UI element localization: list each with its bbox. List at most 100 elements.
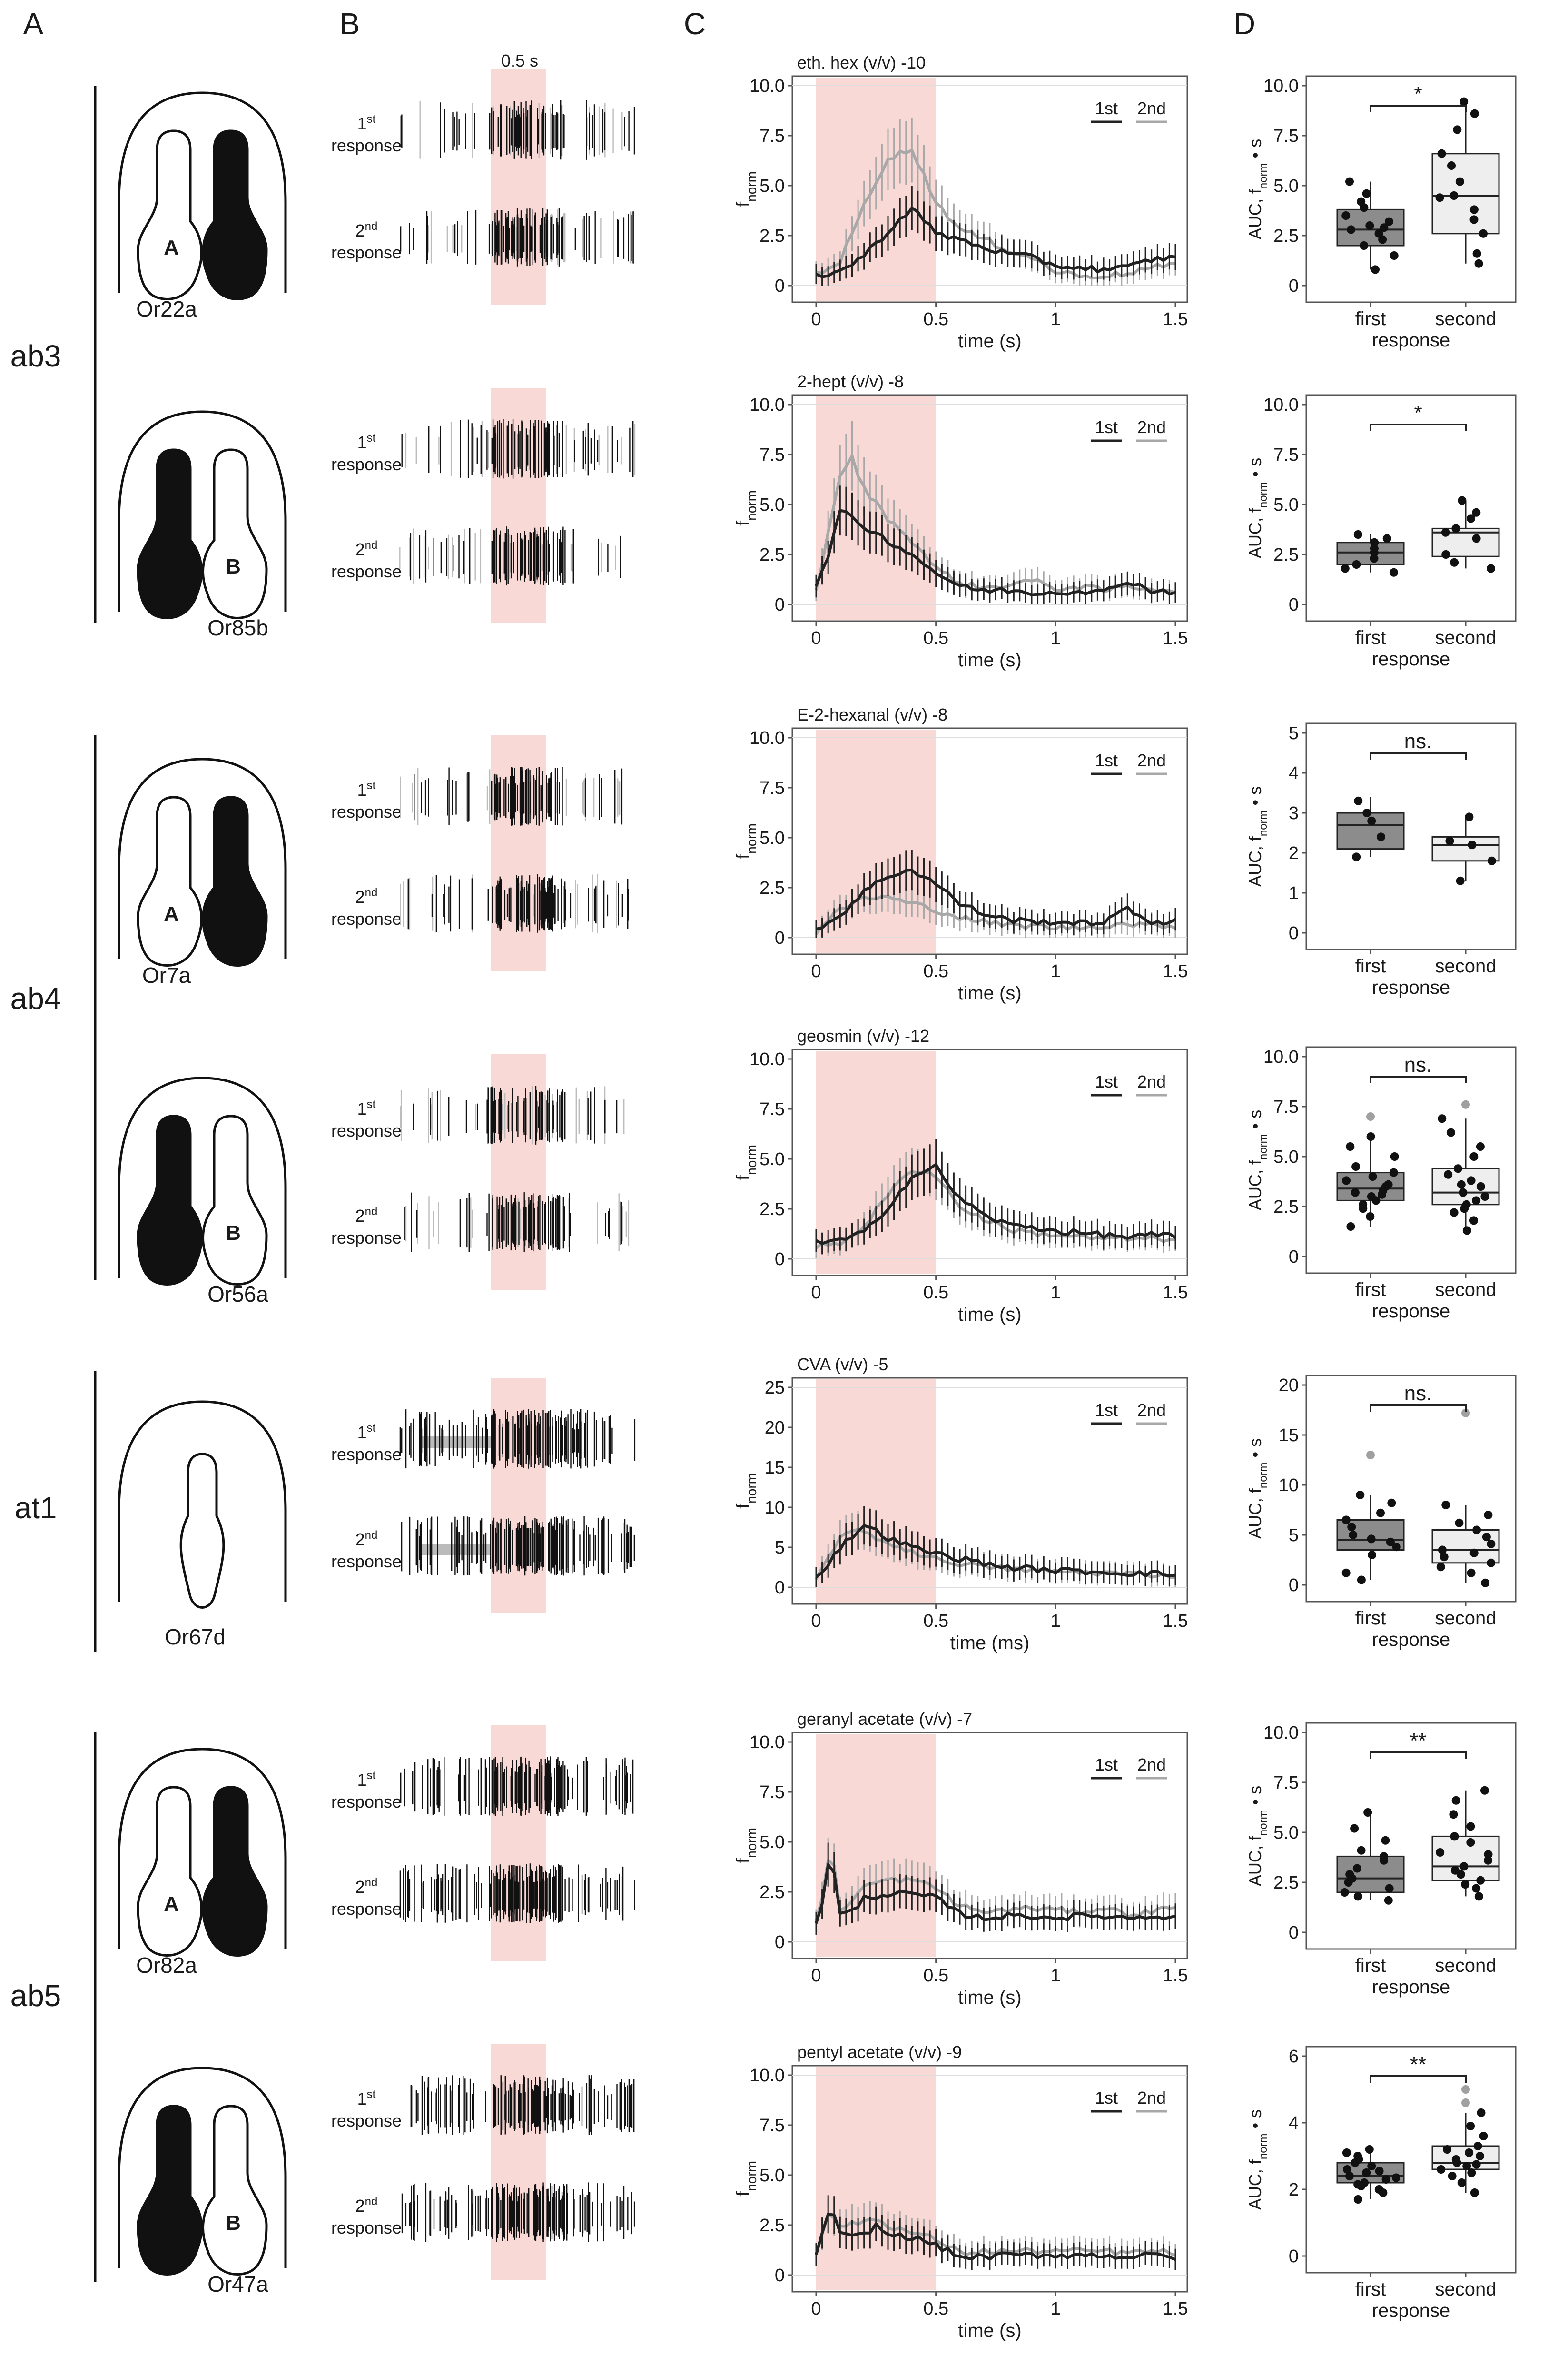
spike-trace [400, 100, 635, 160]
spike-trace [399, 526, 621, 586]
sensillum-diagram: B [118, 2067, 287, 2276]
response-number: 1 [357, 1423, 367, 1442]
y-axis-label: fnorm [733, 1828, 759, 1863]
response-number: 2 [355, 221, 365, 240]
data-point [1371, 265, 1380, 274]
y-tick-label: 0 [775, 595, 785, 615]
response-superscript: nd [365, 539, 378, 552]
response-number-label: 2nd [355, 1876, 378, 1897]
data-point [1353, 1892, 1362, 1901]
x-axis-label: response [1372, 977, 1450, 998]
data-point [1352, 852, 1361, 861]
stimulus-window [491, 1725, 546, 1961]
y-tick-label: 10.0 [749, 728, 785, 748]
stimulus-window [491, 2044, 546, 2280]
response-number-label: 1st [357, 779, 376, 800]
box [1431, 1168, 1500, 1206]
data-point [1357, 197, 1366, 206]
data-point [1370, 538, 1379, 547]
data-point [1474, 1892, 1483, 1901]
x-tick-label: 1 [1051, 961, 1061, 981]
legend-label: 2nd [1137, 1400, 1166, 1420]
legend-label: 1st [1095, 417, 1118, 437]
chart-title: 2-hept (v/v) -8 [797, 372, 904, 391]
y-axis-subscript: norm [1257, 163, 1270, 189]
data-point [1460, 1862, 1469, 1871]
data-point [1437, 2165, 1446, 2174]
x-category-label: second [1435, 2279, 1497, 2300]
y-tick-label: 0 [775, 276, 785, 296]
data-point [1480, 1192, 1489, 1201]
data-point [1351, 1188, 1360, 1197]
data-point [1346, 1222, 1355, 1231]
chart-title: geranyl acetate (v/v) -7 [797, 1709, 972, 1729]
series-line-1st [815, 206, 1176, 278]
psth-chart: E-2-hexanal (v/v) -8 0 2.5 5.0 7.5 10.0 0 0.5 1 1… [733, 705, 1188, 1004]
x-tick-label: 1.5 [1163, 961, 1188, 981]
data-point [1465, 812, 1474, 821]
y-tick-label: 2.5 [1273, 1197, 1299, 1217]
y-axis-label: AUC, fnorm • s [1245, 1110, 1270, 1210]
neuron-cell-filled [137, 2105, 203, 2276]
response-number-label: 2nd [355, 539, 378, 559]
significance-bracket [1370, 2075, 1467, 2083]
data-point [1353, 530, 1362, 539]
y-tick-label: 20 [1279, 1375, 1299, 1395]
stimulus-window [816, 730, 936, 953]
neuron-cell [179, 1453, 225, 1609]
data-point [1450, 191, 1459, 200]
x-tick-label: 1.5 [1163, 1611, 1188, 1631]
data-point [1435, 193, 1444, 202]
data-point [1354, 796, 1363, 805]
response-number-label: 2nd [355, 220, 378, 240]
data-point [1381, 2175, 1390, 2184]
data-point [1365, 2145, 1374, 2154]
y-tick-label: 10.0 [749, 1732, 785, 1752]
data-point [1341, 1568, 1351, 1577]
data-point [1340, 1888, 1349, 1897]
x-axis-label: time (ms) [950, 1633, 1030, 1653]
data-point [1487, 856, 1496, 865]
data-point [1472, 1525, 1481, 1534]
spike-lines [404, 1192, 622, 1252]
y-axis-text: AUC, f [1245, 1835, 1265, 1886]
series-line-1st [815, 1163, 1176, 1245]
y-axis-label: fnorm [733, 823, 759, 859]
spike-trace [401, 2182, 635, 2242]
x-category-label: first [1355, 1608, 1386, 1629]
response-word: response [331, 1121, 402, 1140]
spike-lines [401, 419, 634, 479]
y-axis-tail: • s [1245, 786, 1265, 811]
data-point [1349, 1531, 1358, 1539]
y-tick-label: 0 [775, 1249, 785, 1269]
data-point [1436, 1563, 1445, 1572]
response-word: response [331, 562, 402, 581]
y-axis-subscript: norm [744, 1473, 759, 1504]
data-point [1481, 1578, 1490, 1587]
x-axis-label: response [1372, 1977, 1450, 1998]
data-point [1345, 1870, 1354, 1879]
y-axis-label: fnorm [733, 171, 759, 207]
plot-frame [1305, 1046, 1517, 1274]
y-tick-label: 2.5 [759, 545, 785, 565]
data-point [1472, 2160, 1481, 2169]
neuron-cell-filled [137, 448, 203, 619]
y-axis-subscript: norm [744, 1828, 759, 1858]
data-point [1451, 524, 1460, 533]
legend-label: 2nd [1137, 751, 1166, 770]
response-word: response [331, 1228, 402, 1247]
y-axis-subscript: norm [744, 1145, 759, 1175]
y-axis-subscript: norm [1257, 1134, 1270, 1160]
data-point [1468, 841, 1477, 850]
y-axis-label: fnorm [733, 490, 759, 526]
y-axis-symbol: f [733, 520, 754, 526]
data-point [1386, 1537, 1395, 1546]
response-number-label: 1st [357, 2088, 376, 2108]
response-word: response [331, 243, 402, 262]
spike-lines [410, 526, 621, 586]
y-tick-label: 5 [1289, 1525, 1299, 1545]
response-number-label: 1st [357, 432, 376, 452]
series-line-1st [815, 509, 1176, 596]
x-tick-label: 1 [1051, 1611, 1061, 1631]
